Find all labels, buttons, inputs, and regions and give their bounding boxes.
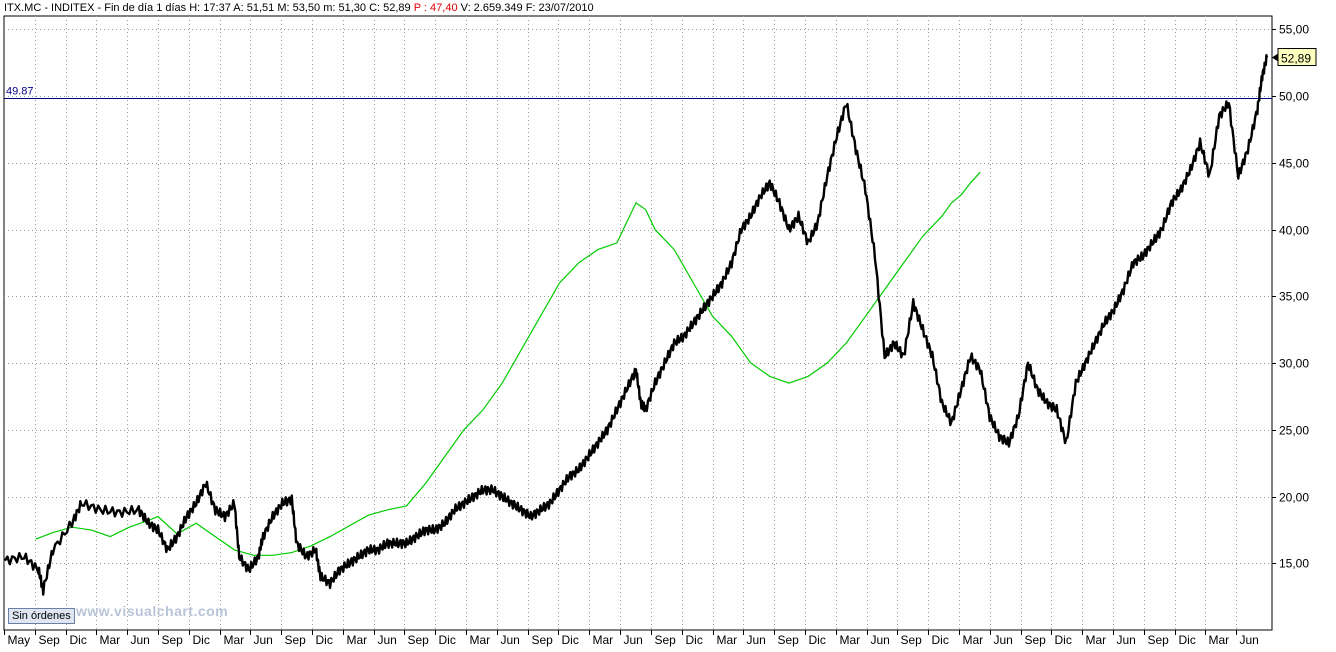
y-tick-label: 45,00 [1279,157,1309,171]
min-label: m: 51,30 [323,2,367,14]
x-tick-label: Dic [1055,633,1072,647]
x-tick-label: Mar [1086,633,1107,647]
x-tick-label: Dic [932,633,949,647]
ask-label: A: 51,51 [233,2,275,14]
max-label: M: 53,50 [277,2,321,14]
y-tick-label: 15,00 [1279,557,1309,571]
last-price-pointer [1272,53,1278,62]
x-tick-label: Jun [378,633,397,647]
x-tick-label: Jun [1240,633,1259,647]
x-tick-label: Mar [100,633,121,647]
x-tick-label: Dic [1179,633,1196,647]
y-tick-label: 35,00 [1279,290,1309,304]
x-tick-label: Sep [655,633,677,647]
x-tick-label: Mar [224,633,245,647]
x-tick-label: Sep [39,633,61,647]
date-label: F: 23/07/2010 [525,2,594,14]
x-tick-label: Sep [408,633,430,647]
x-tick-label: Mar [717,633,738,647]
x-tick-label: Sep [285,633,307,647]
x-tick-label: Jun [624,633,643,647]
chart-header: ITX.MC - INDITEX - Fin de día 1 días H: … [0,0,1276,16]
last-price-label: 52,89 [1281,52,1311,66]
prev-label: P : 47,40 [413,2,458,14]
y-tick-label: 25,00 [1279,424,1309,438]
x-tick-label: Jun [871,633,890,647]
x-tick-label: Mar [963,633,984,647]
orders-button[interactable]: Sin órdenes [8,608,75,624]
x-tick-label: Dic [70,633,87,647]
x-tick-label: Mar [347,633,368,647]
symbol-label: ITX.MC - INDITEX - Fin de día 1 días [4,2,187,14]
x-tick-label: Sep [532,633,554,647]
x-tick-label: Sep [1148,633,1170,647]
x-tick-label: Dic [439,633,456,647]
volume-label: V: 2.659.349 [460,2,523,14]
y-tick-label: 30,00 [1279,357,1309,371]
x-tick-label: May [8,633,31,647]
x-tick-label: Mar [1209,633,1230,647]
x-tick-label: Jun [747,633,766,647]
x-tick-label: Sep [778,633,800,647]
x-tick-label: Sep [901,633,923,647]
time-label: H: 17:37 [189,2,231,14]
x-tick-label: Jun [131,633,150,647]
y-tick-label: 50,00 [1279,90,1309,104]
x-tick-label: Jun [501,633,520,647]
y-tick-label: 55,00 [1279,23,1309,37]
x-tick-label: Dic [316,633,333,647]
x-tick-label: Dic [686,633,703,647]
x-tick-label: Jun [1117,633,1136,647]
y-tick-label: 20,00 [1279,491,1309,505]
price-line [3,54,1269,596]
close-label: C: 52,89 [369,2,411,14]
x-tick-label: Dic [193,633,210,647]
moving-average-line [35,171,981,556]
brand-watermark: www.visualchart.com [76,603,229,619]
x-tick-label: Jun [254,633,273,647]
plot-area[interactable] [3,15,1273,631]
x-tick-label: Mar [470,633,491,647]
x-tick-label: Jun [994,633,1013,647]
x-tick-label: Sep [162,633,184,647]
x-tick-label: Dic [809,633,826,647]
reference-line-label: 49.87 [6,86,34,98]
x-tick-label: Sep [1025,633,1047,647]
x-tick-label: Mar [593,633,614,647]
y-tick-label: 40,00 [1279,224,1309,238]
x-tick-label: Mar [840,633,861,647]
x-tick-label: Dic [562,633,579,647]
